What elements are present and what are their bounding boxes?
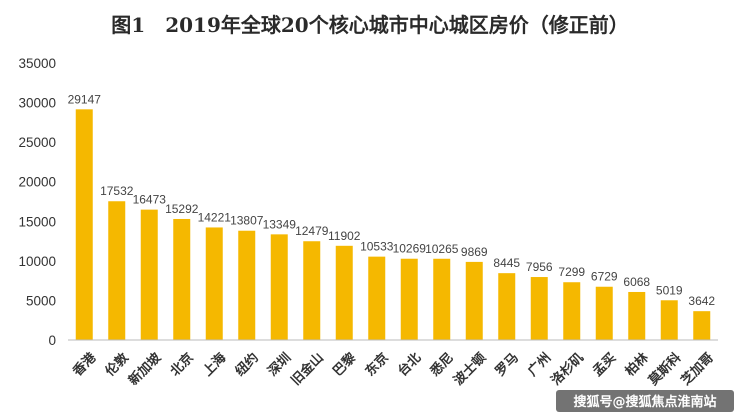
data-label: 6068: [623, 275, 650, 289]
bar: [530, 277, 548, 340]
x-tick-label: 旧金山: [288, 350, 327, 389]
bar: [335, 245, 353, 340]
bar: [563, 282, 581, 340]
data-label: 12479: [295, 224, 329, 238]
x-tick-label: 巴黎: [330, 350, 360, 380]
watermark-text: 搜狐号@搜狐焦点淮南站: [573, 394, 716, 410]
x-tick-label: 波士顿: [450, 350, 489, 389]
x-tick-label: 新加坡: [125, 349, 165, 389]
bar: [303, 241, 321, 340]
watermark: 搜狐号@搜狐焦点淮南站: [556, 390, 734, 412]
x-tick-label: 洛杉矶: [548, 350, 587, 389]
data-label: 10265: [425, 242, 459, 256]
bar: [498, 273, 516, 340]
bar: [140, 209, 158, 340]
data-label: 13349: [263, 217, 297, 231]
bar: [205, 227, 223, 340]
x-tick-label: 罗马: [493, 350, 522, 379]
y-tick-label: 25000: [18, 135, 56, 150]
data-label: 13807: [230, 214, 264, 228]
chart-title: 图1 2019年全球20个核心城市中心城区房价（修正前）: [111, 13, 628, 37]
data-label: 6729: [591, 270, 618, 284]
bar: [693, 311, 711, 340]
x-tick-label: 莫斯科: [645, 350, 685, 390]
data-label: 11902: [328, 229, 361, 243]
data-label: 9869: [461, 245, 488, 259]
data-label: 15292: [165, 202, 199, 216]
y-tick-label: 0: [48, 333, 56, 348]
bar: [75, 109, 93, 340]
data-label: 29147: [68, 92, 102, 106]
data-label: 17532: [100, 184, 134, 198]
bar: [660, 300, 678, 340]
x-tick-label: 广州: [525, 350, 555, 380]
y-axis: 0 5000 10000 15000 20000 25000 30000 35000: [18, 56, 56, 348]
data-label: 10533: [360, 240, 394, 254]
x-tick-label: 东京: [362, 350, 392, 380]
bars: [75, 109, 711, 340]
bar: [238, 230, 256, 340]
bar: [108, 201, 126, 340]
x-tick-label: 纽约: [232, 350, 262, 380]
bar: [400, 258, 418, 340]
y-tick-label: 15000: [18, 214, 56, 229]
x-tick-label: 香港: [69, 349, 100, 380]
bar: [595, 286, 613, 340]
bar: [270, 234, 288, 340]
bar: [465, 261, 483, 340]
data-label: 14221: [198, 210, 232, 224]
x-tick-label: 上海: [200, 350, 230, 380]
data-label: 16473: [133, 193, 167, 207]
x-tick-label: 柏林: [622, 350, 652, 380]
y-tick-label: 5000: [26, 293, 56, 308]
y-tick-label: 30000: [18, 96, 56, 111]
x-tick-label: 北京: [167, 350, 197, 380]
data-label: 3642: [688, 294, 715, 308]
data-label: 8445: [493, 256, 520, 270]
data-label: 7299: [558, 265, 585, 279]
bar: [628, 291, 646, 340]
bar: [368, 256, 386, 340]
data-label: 5019: [656, 283, 683, 297]
data-label: 10269: [393, 242, 427, 256]
y-tick-label: 35000: [18, 56, 56, 71]
y-tick-label: 20000: [18, 175, 56, 190]
x-tick-label: 台北: [395, 350, 425, 380]
data-label: 7956: [526, 260, 553, 274]
x-tick-label: 芝加哥: [678, 350, 717, 389]
bar: [433, 258, 451, 340]
y-tick-label: 10000: [18, 254, 56, 269]
x-tick-label: 孟买: [590, 350, 619, 379]
x-tick-label: 深圳: [265, 350, 295, 380]
bar: [173, 218, 191, 340]
